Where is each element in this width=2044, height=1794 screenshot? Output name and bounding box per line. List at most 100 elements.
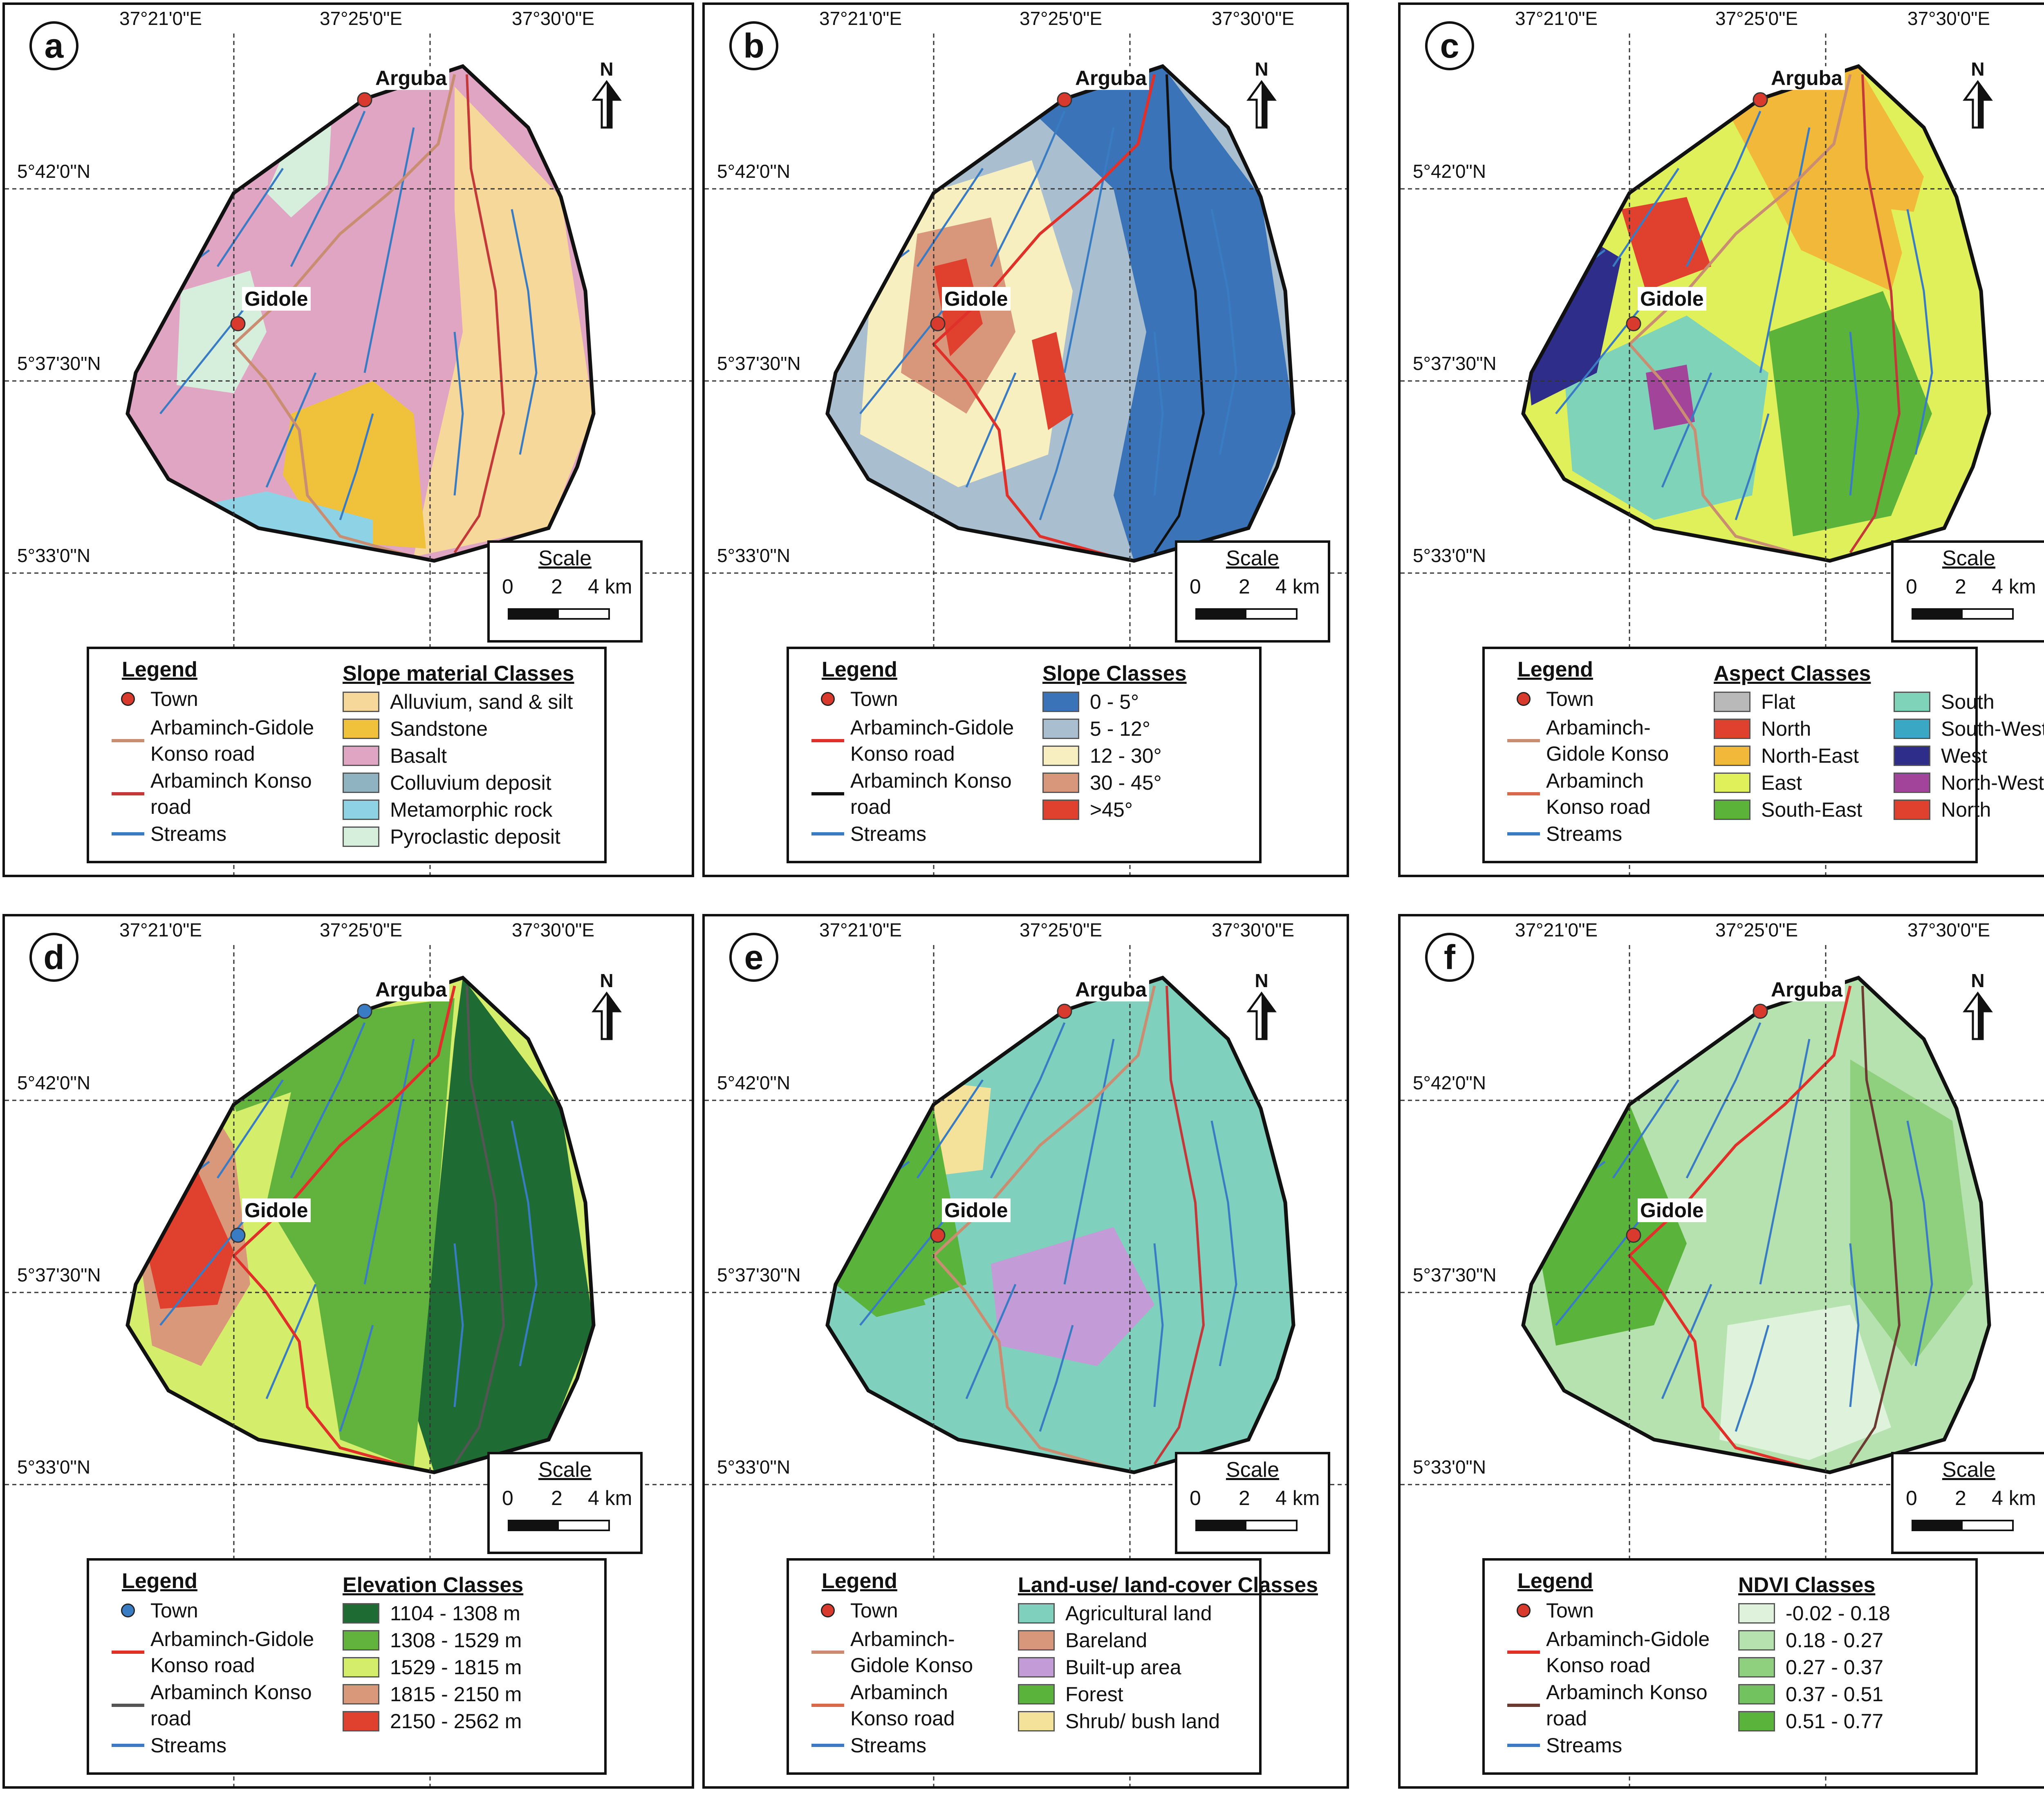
legend-item-label: Arbaminch-Gidole Konso road bbox=[1546, 1628, 1710, 1677]
class-label: West bbox=[1941, 744, 1987, 767]
class-label: 0.18 - 0.27 bbox=[1786, 1629, 1884, 1652]
class-swatch bbox=[1738, 1684, 1775, 1704]
stream-line bbox=[363, 1039, 415, 1285]
map-panel-f: f 37°21'0"E 37°25'0"E 37°30'0"E 5°42'0"N 5°37… bbox=[1398, 914, 2044, 1789]
class-legend-item: Shrub/ bush land bbox=[1018, 1709, 1220, 1733]
class-label: 12 - 30° bbox=[1090, 744, 1162, 767]
stream-line bbox=[1555, 290, 1655, 414]
stream-line bbox=[1063, 1039, 1115, 1285]
map-area bbox=[1401, 945, 2044, 1786]
town-marker-gidole bbox=[230, 1227, 246, 1243]
latitude-label: 5°33'0"N bbox=[1413, 1456, 1486, 1478]
latitude-label: 5°37'30"N bbox=[17, 1264, 101, 1286]
line-symbol-icon bbox=[1501, 1651, 1546, 1654]
stream-line bbox=[916, 1079, 984, 1179]
map-class-region bbox=[1891, 209, 1981, 373]
town-symbol-icon bbox=[1501, 1604, 1546, 1617]
longitude-label: 37°30'0"E bbox=[1212, 8, 1295, 29]
stream-line bbox=[1735, 413, 1770, 520]
stream-line bbox=[1759, 127, 1811, 373]
stream-line bbox=[339, 413, 374, 520]
legend-item: Streams bbox=[105, 1732, 226, 1758]
scale-tick: 4 km bbox=[588, 1487, 632, 1510]
class-legend-title: NDVI Classes bbox=[1738, 1573, 1876, 1597]
class-swatch bbox=[343, 1684, 379, 1704]
class-legend-item: 12 - 30° bbox=[1042, 744, 1162, 768]
class-label: 2150 - 2562 m bbox=[390, 1710, 522, 1733]
class-label: 30 - 45° bbox=[1090, 771, 1162, 794]
longitude-label: 37°21'0"E bbox=[819, 919, 902, 941]
town-marker-gidole bbox=[1626, 1227, 1641, 1243]
class-legend-item: Forest bbox=[1018, 1682, 1123, 1706]
class-swatch bbox=[343, 773, 379, 793]
scale-bar bbox=[1912, 608, 2014, 620]
latitude-label: 5°37'30"N bbox=[1413, 353, 1497, 374]
class-label: Forest bbox=[1065, 1683, 1123, 1706]
class-swatch bbox=[1894, 746, 1930, 766]
longitude-label: 37°25'0"E bbox=[320, 919, 403, 941]
map-panel-c: c 37°21'0"E 37°25'0"E 37°30'0"E 5°42'0"N 5°37… bbox=[1398, 2, 2044, 877]
watershed-boundary bbox=[825, 975, 1295, 1474]
longitude-label: 37°30'0"E bbox=[512, 919, 595, 941]
scale-tick: 0 bbox=[1190, 1487, 1201, 1510]
latitude-label: 5°33'0"N bbox=[717, 545, 791, 566]
stream-line bbox=[511, 209, 538, 455]
class-swatch bbox=[1042, 746, 1079, 766]
road-arbaminch-konso bbox=[1849, 74, 1901, 553]
stream-line bbox=[1849, 1243, 1860, 1407]
class-legend-item: Pyroclastic deposit bbox=[343, 825, 560, 849]
class-swatch bbox=[1714, 773, 1750, 793]
class-label: -0.02 - 0.18 bbox=[1786, 1602, 1890, 1625]
class-legend-item: North-West bbox=[1894, 771, 2044, 795]
scale-tick: 0 bbox=[1906, 575, 1917, 598]
class-legend-item: South bbox=[1894, 690, 1995, 714]
class-label: Alluvium, sand & silt bbox=[390, 690, 573, 713]
class-label: Flat bbox=[1761, 690, 1795, 713]
class-label: North-West bbox=[1941, 771, 2044, 794]
watershed-boundary bbox=[825, 64, 1295, 563]
line-symbol-icon bbox=[105, 1744, 150, 1747]
class-legend-title: Land-use/ land-cover Classes bbox=[1018, 1573, 1318, 1597]
class-label: Sandstone bbox=[390, 717, 488, 740]
town-symbol-icon bbox=[105, 692, 150, 706]
scale-tick: 4 km bbox=[1992, 575, 2036, 598]
class-legend-title: Elevation Classes bbox=[343, 1573, 524, 1597]
line-symbol-icon bbox=[1501, 832, 1546, 835]
class-label: >45° bbox=[1090, 798, 1133, 821]
stream-line bbox=[859, 1202, 959, 1326]
class-legend-item: South-West bbox=[1894, 717, 2044, 741]
legend-item: Arbaminch Konso road bbox=[105, 1679, 312, 1731]
north-arrow: N bbox=[1961, 58, 1994, 132]
legend-item-label: Town bbox=[850, 1599, 898, 1622]
class-legend-item: Colluvium deposit bbox=[343, 771, 551, 795]
class-label: South-West bbox=[1941, 717, 2044, 740]
legend-item-label: Streams bbox=[850, 822, 927, 845]
scale-bar-box: Scale 0 2 4 km bbox=[1891, 1452, 2044, 1554]
class-legend-item: >45° bbox=[1042, 798, 1133, 822]
legend-item-label: Arbaminch- Gidole Konso bbox=[850, 1628, 973, 1677]
legend-title: Legend bbox=[122, 1569, 197, 1593]
stream-line bbox=[1039, 1325, 1074, 1432]
legend-item: Arbaminch-Gidole Konso road bbox=[105, 714, 314, 767]
legend-item: Streams bbox=[1501, 1732, 1622, 1758]
legend-item: Streams bbox=[805, 1732, 926, 1758]
legend-item: Arbaminch-Gidole Konso road bbox=[1501, 1626, 1710, 1678]
class-label: 0.37 - 0.51 bbox=[1786, 1683, 1884, 1706]
class-legend-item: West bbox=[1894, 744, 1987, 768]
scale-bar-box: Scale 0 2 4 km bbox=[487, 540, 643, 643]
map-class-region bbox=[414, 978, 594, 1472]
class-swatch bbox=[343, 1630, 379, 1651]
class-label: 1815 - 2150 m bbox=[390, 1683, 522, 1706]
legend-item-label: Streams bbox=[150, 822, 227, 845]
longitude-label: 37°21'0"E bbox=[119, 8, 202, 29]
class-swatch bbox=[1714, 692, 1750, 712]
legend-item: Town bbox=[105, 686, 198, 712]
panel-letter: a bbox=[29, 21, 78, 70]
class-legend-item: 0 - 5° bbox=[1042, 690, 1139, 714]
scale-bar-box: Scale 0 2 4 km bbox=[1891, 540, 2044, 643]
map-class-region bbox=[1768, 291, 1932, 536]
line-symbol-icon bbox=[805, 1744, 850, 1747]
panel-letter: b bbox=[729, 21, 778, 70]
class-legend-title: Aspect Classes bbox=[1714, 662, 1871, 685]
legend-item-label: Arbaminch- Gidole Konso bbox=[1546, 716, 1669, 765]
